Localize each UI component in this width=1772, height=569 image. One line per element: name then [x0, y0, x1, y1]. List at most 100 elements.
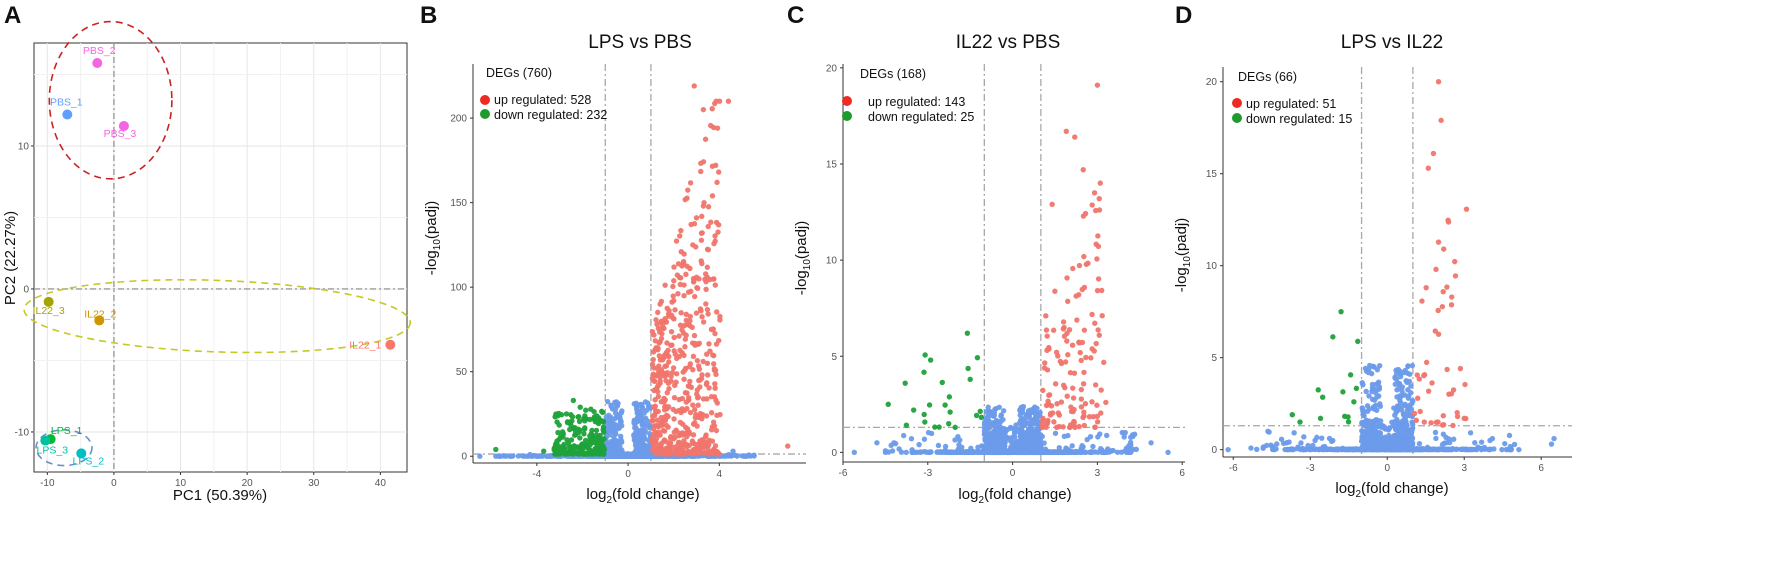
volcano-b-point-up: [696, 340, 702, 346]
volcano-c-point-up: [1078, 357, 1084, 364]
volcano-d-point-up: [1421, 372, 1427, 379]
volcano-c-point-ns: [925, 429, 932, 436]
volcano-d-point-up: [1413, 417, 1419, 423]
volcano-b-point-up: [714, 179, 720, 186]
volcano-d-point-ns: [1374, 366, 1381, 373]
volcano-b-point-down: [600, 451, 607, 457]
volcano-c-y-tick-label: 0: [831, 448, 837, 459]
volcano-d-legend: DEGs (66) up regulated: 51 down regulate…: [1232, 70, 1352, 126]
volcano-d-y-tick-label: 5: [1211, 353, 1217, 364]
volcano-d-title: LPS vs IL22: [1341, 32, 1443, 53]
volcano-d-point-ns: [1407, 411, 1413, 418]
volcano-c-point-down: [978, 414, 985, 420]
volcano-b-point-up: [664, 340, 670, 346]
volcano-d-point-ns: [1394, 387, 1400, 393]
volcano-d-point-ns: [1399, 388, 1405, 394]
volcano-c-point-up: [1091, 190, 1098, 196]
volcano-b-point-up: [682, 390, 689, 396]
volcano-b-point-up: [688, 221, 694, 228]
volcano-b-point-down: [567, 419, 573, 426]
volcano-d-point-ns: [1360, 407, 1366, 414]
volcano-c-point-up: [1041, 365, 1048, 371]
volcano-c-point-up: [1044, 420, 1051, 427]
volcano-b-point-ns: [741, 453, 748, 459]
volcano-d-x-tick-label: 6: [1538, 463, 1544, 474]
volcano-b-point-up: [663, 349, 670, 356]
volcano-b-point-up: [652, 440, 658, 446]
volcano-c-point-up: [1060, 424, 1066, 430]
volcano-b-point-up: [655, 372, 662, 378]
volcano-c-point-ns: [992, 449, 999, 455]
volcano-c-point-ns: [911, 449, 917, 455]
volcano-d-point-ns: [1430, 446, 1436, 452]
volcano-c-point-down: [902, 380, 908, 386]
volcano-d-x-tick-label: -6: [1229, 463, 1238, 474]
volcano-b-point-up: [661, 395, 667, 402]
volcano-b-point-up: [670, 283, 676, 290]
volcano-d-point-up: [1450, 387, 1457, 393]
volcano-b-point-up: [715, 222, 722, 228]
volcano-d-point-ns: [1405, 387, 1411, 393]
volcano-c-legend-up: up regulated: 143: [868, 95, 965, 109]
volcano-b-point-up: [677, 322, 684, 328]
pca-x-tick-label: 30: [308, 478, 320, 489]
pca-point-il22_3: [43, 296, 54, 307]
volcano-c-point-up: [1054, 401, 1060, 407]
volcano-b-point-down: [571, 425, 577, 432]
volcano-c-x-axis-title: log2(fold change): [958, 486, 1071, 506]
volcano-d-point-ns: [1386, 432, 1392, 439]
volcano-b-point-up: [705, 204, 712, 210]
volcano-c-point-ns: [1026, 414, 1032, 421]
volcano-c-point-up: [1096, 195, 1102, 202]
volcano-b-point-up: [666, 441, 673, 447]
volcano-b-point-up: [682, 344, 688, 350]
volcano-b-point-up: [688, 450, 694, 457]
volcano-b-point-up: [650, 349, 657, 355]
volcano-d-point-ns: [1377, 432, 1383, 438]
volcano-d-point-up: [1454, 409, 1460, 416]
volcano-c-point-up: [1095, 243, 1102, 250]
volcano-b-point-ns: [631, 432, 637, 438]
volcano-b-point-up: [651, 387, 657, 394]
volcano-d-point-down: [1340, 389, 1346, 395]
volcano-c-point-up: [1076, 423, 1082, 430]
volcano-b-point-down: [599, 409, 606, 416]
volcano-b-point-up: [681, 352, 687, 359]
volcano-d-point-ns: [1551, 435, 1557, 442]
volcano-c-point-up: [1046, 392, 1053, 398]
volcano-b-point-up: [690, 432, 697, 438]
volcano-c-point-up: [1078, 396, 1085, 402]
volcano-d-point-ns: [1364, 408, 1371, 415]
volcano-d-point-ns: [1375, 446, 1382, 453]
volcano-d-point-ns: [1548, 441, 1555, 447]
volcano-d-deg-total: DEGs (66): [1238, 70, 1297, 84]
volcano-c-point-up: [1092, 207, 1099, 214]
volcano-b-point-up: [666, 359, 672, 365]
volcano-c-point-ns: [1000, 431, 1006, 438]
volcano-b-point-down: [585, 451, 591, 457]
volcano-b-point-down: [591, 437, 598, 443]
pca-points: PBS_1PBS_2PBS_3IL22_1IL22_2IL22_3LPS_1LP…: [33, 45, 396, 467]
volcano-c-point-ns: [1016, 420, 1023, 426]
volcano-d-point-ns: [1401, 445, 1408, 452]
volcano-b-point-up: [702, 271, 709, 277]
volcano-b-point-up: [684, 195, 690, 201]
volcano-c-x-tick-label: -3: [923, 468, 932, 479]
volcano-b-point-up: [664, 451, 670, 457]
volcano-d-point-ns: [1405, 363, 1411, 369]
volcano-c-point-down: [910, 407, 917, 413]
volcano-d-point-ns: [1393, 371, 1400, 377]
volcano-d-point-ns: [1363, 368, 1370, 374]
volcano-b-point-up: [681, 407, 688, 414]
volcano-b-point-down: [587, 436, 593, 443]
volcano-b-point-up: [678, 248, 684, 255]
volcano-d-point-ns: [1401, 429, 1408, 436]
volcano-d-point-up: [1435, 239, 1442, 245]
volcano-d-point-ns: [1373, 390, 1379, 396]
volcano-c-point-up: [1069, 342, 1076, 348]
volcano-b-point-ns: [632, 423, 638, 429]
volcano-c-point-down: [921, 369, 927, 375]
volcano-b-point-up: [700, 358, 706, 365]
volcano-c-point-ns: [950, 449, 957, 455]
